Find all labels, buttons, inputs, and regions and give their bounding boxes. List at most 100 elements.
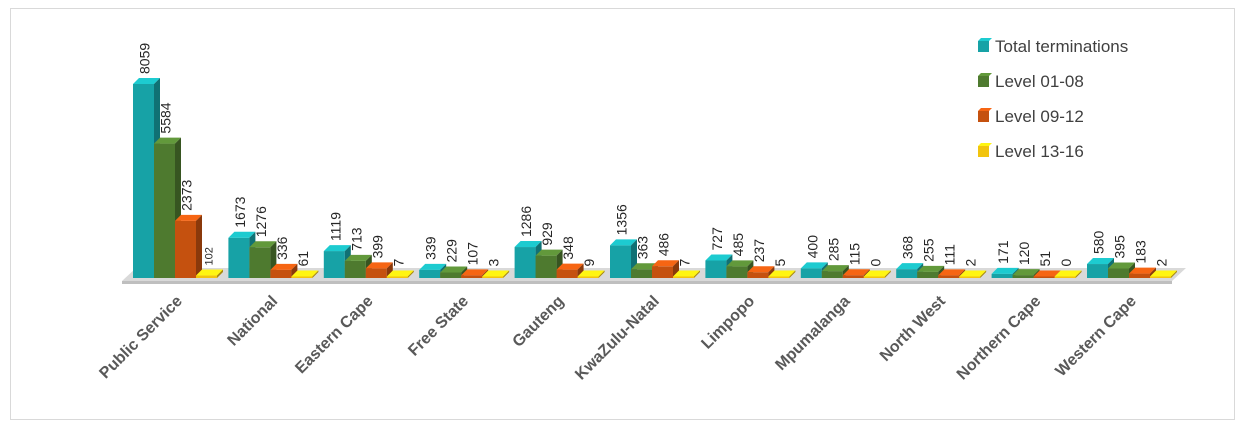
data-label: 183 — [1133, 240, 1149, 264]
bar-side — [884, 270, 891, 278]
bar-top — [440, 266, 468, 273]
bar-side — [503, 270, 510, 278]
bar-front — [154, 143, 175, 278]
bar-front — [768, 276, 790, 278]
bar-front — [896, 269, 918, 278]
bar-top — [419, 263, 447, 270]
bar-side — [1171, 270, 1177, 278]
bar-front — [842, 275, 864, 278]
data-label: 102 — [204, 247, 216, 265]
data-label: 395 — [1112, 235, 1128, 259]
data-label: 1119 — [327, 212, 343, 241]
bar-top — [291, 270, 319, 277]
bar-front — [133, 84, 154, 278]
legend-swatch-top — [978, 38, 992, 41]
bar — [863, 270, 891, 278]
bar-side — [673, 260, 679, 278]
bar — [1054, 270, 1082, 278]
bar-top — [768, 270, 796, 277]
x-tick-label: KwaZulu-Natal — [572, 293, 663, 384]
data-label: 1356 — [614, 204, 630, 235]
data-label: 7 — [390, 259, 406, 267]
bar-front — [1012, 275, 1034, 278]
data-label: 486 — [656, 233, 672, 257]
bar — [291, 270, 319, 278]
data-label: 229 — [444, 239, 460, 263]
data-label: 2373 — [179, 180, 195, 211]
data-label: 7 — [677, 259, 693, 267]
data-label: 61 — [295, 251, 311, 267]
bar-front — [514, 247, 536, 278]
bar-front — [917, 271, 939, 278]
bar-side — [386, 262, 393, 278]
bar-top — [1012, 269, 1040, 276]
legend-swatch-top — [978, 108, 992, 111]
bar-front — [365, 268, 387, 278]
bar — [365, 262, 393, 278]
data-label: 368 — [900, 236, 916, 260]
data-label: 285 — [825, 238, 841, 262]
data-label: 2 — [963, 259, 979, 267]
bar-top — [1108, 262, 1135, 269]
data-label: 0 — [867, 259, 883, 267]
bar-front — [1108, 268, 1129, 278]
bar — [196, 269, 223, 278]
bar-top — [1033, 270, 1061, 277]
bar-side — [694, 270, 700, 278]
data-label: 255 — [921, 238, 937, 262]
bar-side — [577, 263, 584, 278]
x-axis-tick-labels: Public Service National Eastern Cape Free S… — [96, 292, 1139, 383]
bars — [133, 78, 1177, 278]
bar-front — [991, 273, 1013, 278]
bar-front — [482, 276, 504, 278]
bar-front — [1033, 276, 1055, 278]
bar-top — [991, 267, 1019, 274]
data-label: 1286 — [518, 206, 534, 237]
bar-front — [652, 266, 673, 278]
bar-top — [959, 270, 987, 277]
bar-top — [1054, 270, 1082, 277]
legend-label: Level 01-08 — [995, 72, 1084, 91]
bar-top — [535, 249, 563, 256]
bar-top — [133, 78, 160, 84]
x-tick-label: Mpumalanga — [772, 293, 853, 374]
bar-front — [291, 276, 313, 278]
data-label: 1276 — [253, 206, 269, 237]
x-tick-label: Free State — [405, 293, 472, 360]
bar-front — [800, 268, 822, 278]
legend-label: Total terminations — [995, 37, 1128, 56]
legend-item: Level 09-12 — [978, 107, 1084, 126]
bar-top — [1129, 267, 1156, 274]
bar-front — [577, 276, 599, 278]
bar-front — [673, 276, 694, 278]
bar-top — [249, 241, 277, 248]
bar-top — [175, 214, 202, 221]
data-label: 2 — [1154, 259, 1170, 267]
bar-front — [461, 275, 483, 278]
bar-side — [407, 270, 414, 278]
bar — [482, 270, 510, 278]
x-tick-label: Eastern Cape — [292, 293, 376, 377]
bar-side — [312, 270, 319, 278]
bar-top — [610, 239, 637, 246]
bar-front — [726, 266, 748, 278]
bar-top — [821, 265, 849, 272]
data-label: 9 — [581, 259, 597, 267]
bar-top — [705, 254, 733, 261]
data-label: 1673 — [232, 196, 248, 227]
legend-item: Level 13-16 — [978, 142, 1084, 161]
bar-top — [652, 260, 679, 267]
bar-top — [365, 262, 393, 269]
data-label: 713 — [348, 227, 364, 251]
legend-swatch — [978, 41, 989, 52]
legend-label: Level 13-16 — [995, 142, 1084, 161]
bar-top — [1150, 270, 1177, 277]
data-label: 107 — [465, 242, 481, 266]
bar — [577, 270, 605, 278]
data-label: 485 — [730, 233, 746, 257]
legend-swatch — [978, 146, 989, 157]
bar — [386, 270, 414, 278]
bar-top — [514, 241, 542, 248]
